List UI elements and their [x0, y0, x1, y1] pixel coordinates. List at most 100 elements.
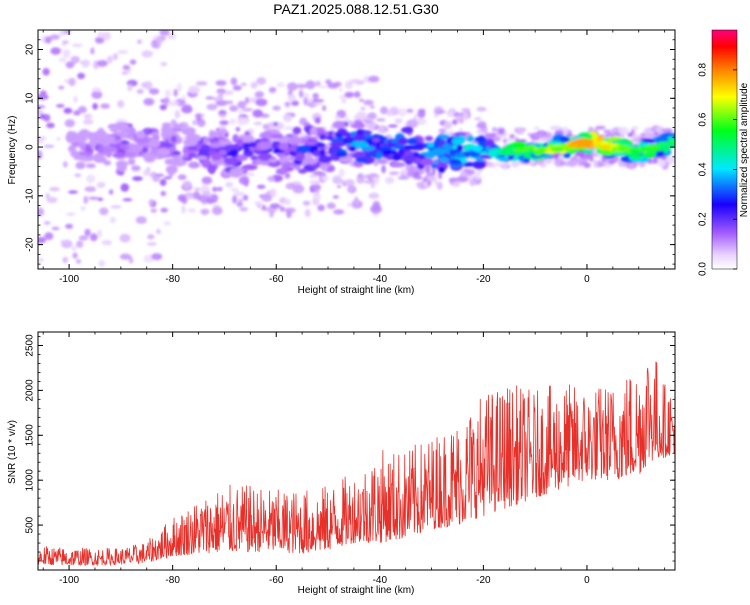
spectrogram-noise-blob [141, 82, 148, 88]
spectrogram-noise-blob [152, 176, 160, 182]
spectrogram-noise-blob [192, 120, 198, 125]
x-tick-label: -80 [165, 575, 180, 586]
spectrogram-noise-blob [239, 207, 248, 212]
spectrogram-noise-blob [90, 48, 94, 55]
spectrogram-noise-blob [224, 101, 234, 105]
spectrogram-y-label: Frequency (Hz) [7, 116, 18, 185]
colorbar-label: Normalized spectral amplitude [739, 82, 750, 217]
spectrogram-noise-blob [38, 258, 44, 263]
spectrogram-energy-blob [337, 128, 347, 134]
spectrogram-noise-blob [231, 78, 238, 86]
spectrogram-noise-blob [370, 205, 382, 214]
spectrogram-noise-blob [205, 96, 214, 99]
spectrogram-noise-blob [97, 60, 108, 67]
spectrogram-noise-blob [89, 197, 99, 200]
spectrogram-noise-blob [44, 232, 53, 240]
spectrogram-noise-blob [147, 242, 157, 245]
spectrogram-noise-blob [237, 101, 246, 109]
y-tick-label: -10 [25, 188, 36, 203]
y-tick-label: 0 [25, 144, 36, 150]
spectrogram-energy-blob [310, 127, 317, 136]
spectrogram-energy-blob [116, 160, 128, 168]
spectrogram-noise-blob [146, 167, 150, 174]
spectrogram-noise-blob [539, 131, 545, 136]
spectrogram-noise-blob [376, 118, 386, 121]
spectrogram-energy-blob [320, 164, 328, 171]
spectrogram-noise-blob [249, 98, 256, 103]
spectrogram-noise-blob [334, 82, 342, 87]
spectrogram-noise-blob [142, 50, 154, 57]
spectrogram-energy-blob [185, 134, 201, 143]
x-tick-label: -80 [165, 274, 180, 285]
colorbar-gradient [712, 30, 737, 269]
spectrogram-noise-blob [269, 210, 274, 217]
spectrogram-noise-blob [354, 197, 359, 206]
x-tick-label: -20 [476, 274, 491, 285]
spectrogram-noise-blob [178, 174, 187, 180]
spectrogram-noise-blob [187, 208, 196, 212]
spectrogram-noise-blob [270, 203, 281, 209]
spectrogram-energy-blob [479, 154, 491, 158]
spectrogram-energy-blob [219, 150, 228, 156]
spectrogram-noise-blob [76, 241, 83, 248]
spectrogram-noise-blob [269, 91, 275, 94]
spectrogram-noise-blob [84, 196, 89, 204]
spectrogram-energy-blob [268, 158, 277, 162]
spectrogram-noise-blob [45, 37, 52, 44]
spectrogram-core-blob [489, 150, 500, 154]
spectrogram-noise-blob [322, 105, 326, 111]
spectrogram-noise-blob [74, 174, 81, 178]
spectrogram-energy-blob [295, 152, 305, 161]
spectrogram-noise-blob [52, 227, 60, 230]
spectrogram-noise-blob [137, 89, 144, 94]
spectrogram-noise-blob [288, 94, 296, 102]
spectrogram-noise-blob [107, 56, 113, 64]
spectrogram-noise-blob [252, 109, 263, 117]
spectrogram-noise-blob [44, 145, 55, 148]
spectrogram-noise-blob [206, 104, 217, 110]
spectrogram-noise-blob [506, 138, 516, 141]
spectrogram-noise-blob [284, 102, 290, 107]
spectrogram-noise-blob [452, 181, 461, 187]
spectrogram-noise-blob [254, 122, 263, 125]
spectrogram-energy-blob [279, 143, 289, 150]
spectrogram-noise-blob [443, 121, 452, 129]
spectrogram-noise-blob [644, 131, 652, 138]
spectrogram-energy-blob [201, 144, 210, 150]
spectrogram-noise-blob [238, 109, 242, 115]
spectrogram-noise-blob [267, 176, 275, 182]
spectrogram-noise-blob [364, 180, 376, 183]
spectrogram-noise-blob [256, 77, 266, 85]
spectrogram-noise-blob [178, 194, 186, 201]
colorbar-tick-label: 0.8 [698, 62, 709, 76]
spectrogram-noise-blob [344, 92, 354, 98]
colorbar-tick-label: 0.0 [698, 262, 709, 276]
spectrogram-noise-blob [97, 230, 102, 238]
spectrogram-noise-blob [657, 160, 666, 167]
spectrogram-noise-blob [325, 79, 331, 84]
spectrogram-energy-blob [172, 160, 187, 166]
spectrogram-noise-blob [72, 44, 83, 47]
spectrogram-noise-blob [286, 183, 296, 190]
spectrogram-energy-blob [78, 131, 89, 137]
spectrogram-noise-blob [309, 174, 320, 178]
spectrogram-noise-blob [426, 176, 436, 182]
spectrogram-noise-blob [273, 122, 278, 126]
figure-title: PAZ1.2025.088.12.51.G30 [273, 1, 439, 17]
spectrogram-energy-blob [182, 155, 188, 159]
spectrogram-noise-blob [181, 105, 192, 113]
y-tick-label: 10 [25, 92, 36, 104]
spectrogram-noise-blob [315, 81, 321, 87]
spectrogram-noise-blob [102, 32, 111, 41]
spectrogram-noise-blob [385, 177, 395, 184]
spectrogram-noise-blob [255, 99, 267, 107]
spectrogram-noise-blob [65, 224, 73, 229]
spectrogram-noise-blob [229, 119, 236, 125]
spectrogram-noise-blob [251, 82, 258, 89]
spectrogram-noise-blob [49, 187, 60, 191]
spectrogram-noise-blob [357, 173, 364, 178]
spectrogram-energy-blob [391, 139, 399, 143]
spectrogram-noise-blob [297, 84, 307, 89]
spectrogram-energy-blob [403, 154, 416, 162]
y-tick-label: 1500 [25, 424, 36, 447]
